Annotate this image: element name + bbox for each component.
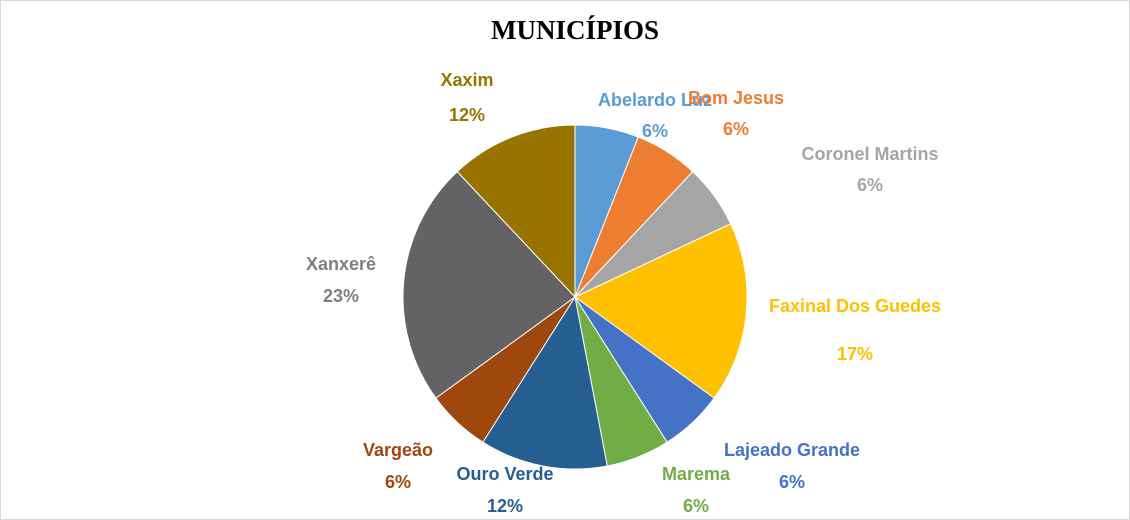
slice-value-label: 6% [857,175,883,195]
slice-value-label: 12% [449,105,485,125]
pie-slice [482,295,608,470]
slice-category-label: Abelardo Luz [598,90,712,110]
slice-value-label: 6% [683,496,709,516]
pie-slice [402,170,576,399]
slice-category-label: Marema [662,464,731,484]
slice-category-label: Vargeão [363,440,433,460]
slice-category-label: Xanxerê [306,254,376,274]
slice-category-label: Coronel Martins [801,144,938,164]
slice-category-label: Faxinal Dos Guedes [769,296,941,316]
chart-title: MUNICÍPIOS [491,15,659,45]
slice-value-label: 6% [385,472,411,492]
slice-value-label: 6% [642,121,668,141]
slice-category-label: Lajeado Grande [724,440,860,460]
slice-category-label: Bom Jesus [688,88,784,108]
slice-value-label: 23% [323,286,359,306]
slice-category-label: Ouro Verde [456,464,553,484]
slice-value-label: 17% [837,344,873,364]
pie-slice [574,223,748,399]
slice-category-label: Xaxim [440,70,493,90]
slice-value-label: 6% [723,119,749,139]
slice-value-label: 6% [779,472,805,492]
slice-value-label: 12% [487,496,523,516]
pie-slice [456,124,576,299]
